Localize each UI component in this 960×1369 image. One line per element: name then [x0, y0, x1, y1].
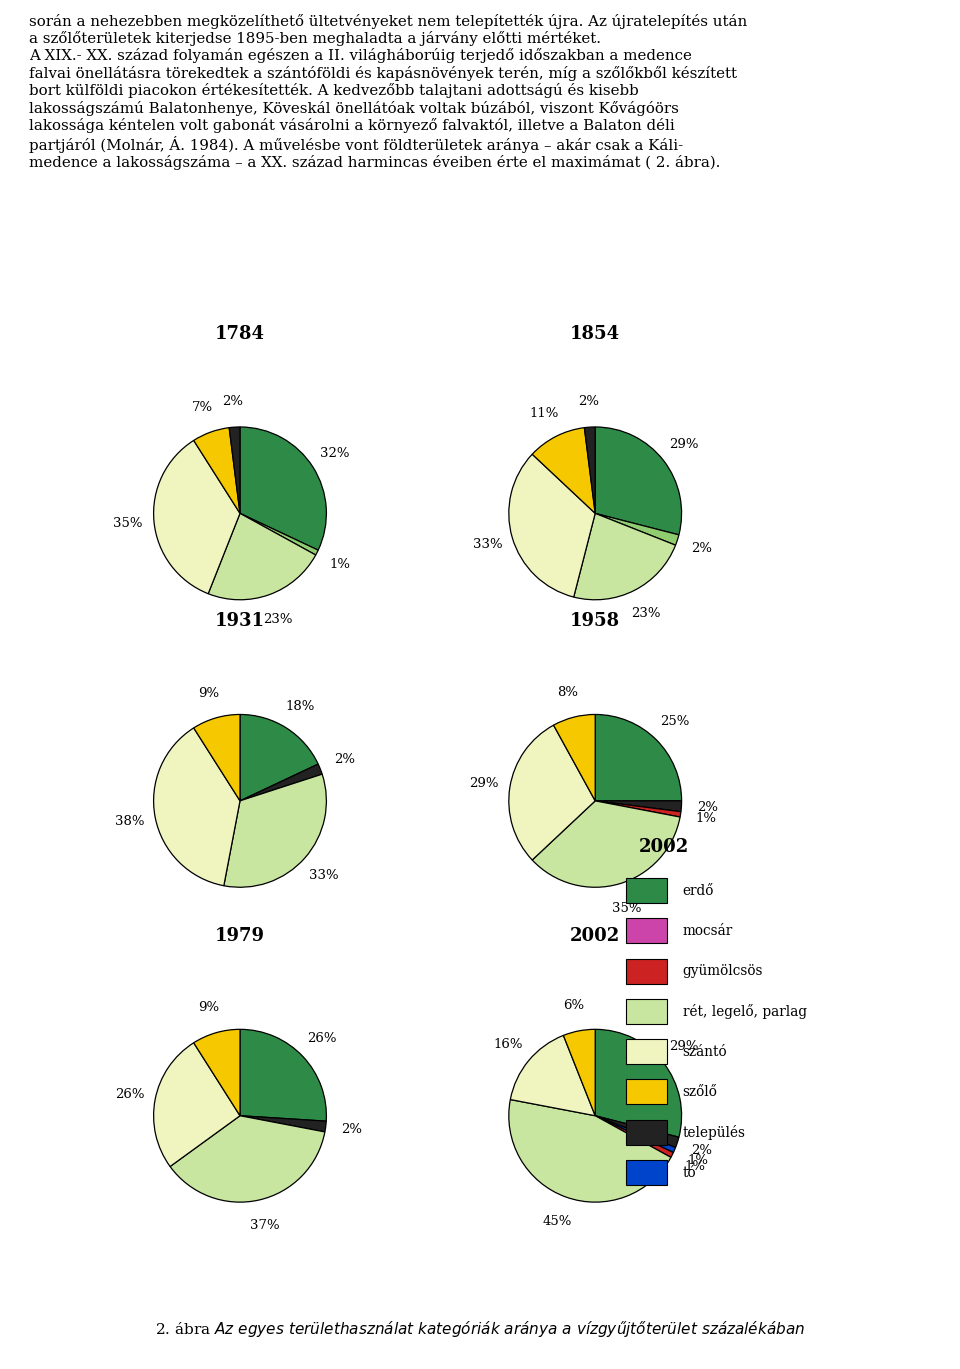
Text: 2%: 2%	[691, 1144, 712, 1157]
Text: 2%: 2%	[341, 1124, 362, 1136]
Wedge shape	[595, 1116, 679, 1147]
Wedge shape	[595, 801, 682, 812]
Wedge shape	[229, 427, 240, 513]
Text: 2002: 2002	[638, 838, 688, 856]
Text: 38%: 38%	[115, 816, 144, 828]
Wedge shape	[564, 1029, 595, 1116]
Text: 33%: 33%	[472, 538, 502, 552]
Wedge shape	[511, 1035, 595, 1116]
Text: 35%: 35%	[113, 517, 143, 530]
Wedge shape	[509, 455, 595, 597]
Wedge shape	[595, 1029, 682, 1138]
Text: 16%: 16%	[493, 1038, 523, 1050]
FancyBboxPatch shape	[626, 958, 666, 984]
Wedge shape	[595, 1116, 673, 1157]
Text: 29%: 29%	[669, 1040, 699, 1053]
Wedge shape	[240, 427, 326, 550]
Wedge shape	[585, 427, 595, 513]
Text: 1854: 1854	[570, 324, 620, 342]
Text: 8%: 8%	[557, 686, 578, 698]
Wedge shape	[595, 1116, 676, 1153]
Text: mocsár: mocsár	[683, 924, 732, 938]
Wedge shape	[532, 801, 680, 887]
Text: szántó: szántó	[683, 1045, 727, 1058]
Text: 11%: 11%	[530, 407, 559, 420]
FancyBboxPatch shape	[626, 919, 666, 943]
Text: 9%: 9%	[198, 686, 219, 700]
Text: 1931: 1931	[215, 612, 265, 630]
Wedge shape	[595, 427, 682, 535]
Wedge shape	[194, 427, 240, 513]
Text: 1%: 1%	[696, 812, 716, 826]
Wedge shape	[240, 715, 318, 801]
Text: 32%: 32%	[320, 446, 349, 460]
Text: során a nehezebben megközelíthető ültetvényeket nem telepítették újra. Az újrate: során a nehezebben megközelíthető ültetv…	[29, 14, 747, 170]
Text: település: település	[683, 1125, 746, 1140]
Text: 18%: 18%	[285, 700, 315, 712]
Text: 2%: 2%	[223, 394, 244, 408]
Wedge shape	[240, 1116, 326, 1132]
Text: erdő: erdő	[683, 883, 714, 898]
FancyBboxPatch shape	[626, 1160, 666, 1186]
Wedge shape	[509, 1099, 671, 1202]
Text: 7%: 7%	[191, 401, 212, 415]
Text: 29%: 29%	[469, 776, 499, 790]
Text: 2%: 2%	[334, 753, 355, 767]
Text: 1958: 1958	[570, 612, 620, 630]
FancyBboxPatch shape	[626, 878, 666, 904]
Wedge shape	[240, 1029, 326, 1121]
Text: 1%: 1%	[687, 1154, 708, 1166]
Text: 2002: 2002	[570, 927, 620, 945]
Text: 35%: 35%	[612, 902, 641, 916]
FancyBboxPatch shape	[626, 1039, 666, 1064]
Text: 37%: 37%	[250, 1218, 279, 1232]
Text: 26%: 26%	[115, 1088, 144, 1101]
Text: 1979: 1979	[215, 927, 265, 945]
Wedge shape	[170, 1116, 324, 1202]
FancyBboxPatch shape	[626, 1080, 666, 1105]
Wedge shape	[240, 513, 318, 554]
Text: 33%: 33%	[309, 869, 339, 882]
Wedge shape	[509, 726, 595, 860]
Text: 2%: 2%	[697, 801, 718, 815]
FancyBboxPatch shape	[626, 1120, 666, 1144]
Wedge shape	[208, 513, 316, 600]
FancyBboxPatch shape	[626, 999, 666, 1024]
Text: 23%: 23%	[263, 612, 293, 626]
Wedge shape	[595, 715, 682, 801]
Wedge shape	[574, 513, 676, 600]
Text: 6%: 6%	[564, 999, 585, 1012]
Wedge shape	[595, 801, 681, 817]
Text: tó: tó	[683, 1165, 696, 1180]
Text: 29%: 29%	[669, 438, 699, 450]
Text: rét, legelő, parlag: rét, legelő, parlag	[683, 1003, 806, 1019]
Wedge shape	[154, 728, 240, 886]
Wedge shape	[240, 764, 323, 801]
Text: 1%: 1%	[329, 557, 350, 571]
Text: 1784: 1784	[215, 324, 265, 342]
Text: 26%: 26%	[307, 1032, 337, 1046]
Text: 2%: 2%	[691, 542, 712, 554]
Wedge shape	[554, 715, 595, 801]
Text: 9%: 9%	[198, 1001, 219, 1014]
Text: 2. ábra $\it{Az\ egyes\ területhasználat\ kategóriák\ aránya\ a\ vízgyűjtőterüle: 2. ábra $\it{Az\ egyes\ területhasználat…	[155, 1318, 805, 1339]
Wedge shape	[595, 513, 679, 545]
Text: 25%: 25%	[660, 715, 689, 728]
Text: szőlő: szőlő	[683, 1086, 717, 1099]
Wedge shape	[194, 1029, 240, 1116]
Wedge shape	[194, 715, 240, 801]
Text: gyümölcsös: gyümölcsös	[683, 964, 763, 979]
Text: 1%: 1%	[684, 1160, 706, 1173]
Wedge shape	[154, 441, 240, 594]
Wedge shape	[532, 427, 595, 513]
Text: 23%: 23%	[632, 606, 660, 620]
Text: 45%: 45%	[542, 1214, 572, 1228]
Wedge shape	[224, 773, 326, 887]
Text: 2%: 2%	[578, 394, 599, 408]
Wedge shape	[154, 1043, 240, 1166]
